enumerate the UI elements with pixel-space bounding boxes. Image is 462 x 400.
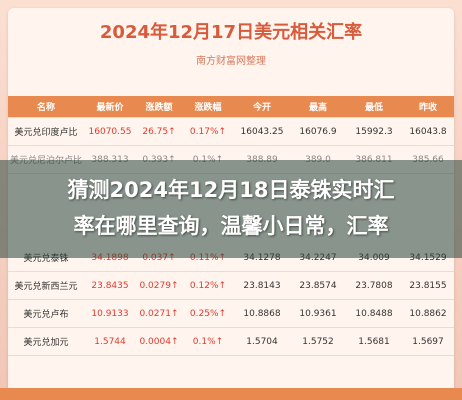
table-cell: 388.89 [234,155,290,165]
table-cell: 15992.3 [355,126,393,137]
table-cell: 美元兑泰铢 [23,254,69,264]
headline-banner[interactable]: 猜测2024年12月18日泰铢实时汇 率在哪里查询，温馨小日常，汇率 [0,160,462,258]
headline-line-1: 猜测2024年12月18日泰铢实时汇 [67,178,395,202]
table-header: 名称 最新价 涨跌额 涨跌幅 今开 最高 最低 昨收 [8,96,454,118]
table-cell: 16043.25 [240,126,284,137]
bottom-bar [0,388,462,400]
page-subtitle: 南方财富网整理 [196,56,266,67]
table-cell: 1.5744 [94,336,126,347]
table-cell: 0.25%↑ [189,308,227,319]
table-cell: 1.5752 [302,336,334,347]
table-cell: 0.0004↑ [139,336,179,347]
table-cell: 0.393↑ [136,155,182,165]
table-cell: 0.17%↑ [189,126,227,137]
table-row: 美元兑新西兰元 23.8435 0.0279↑ 0.12%↑ 23.8143 2… [8,272,454,300]
table-cell: 385.66 [402,155,454,165]
table-cell: 美元兑新西兰元 [14,282,78,292]
header-cell: 最新价 [96,103,124,113]
table-cell: 1.5704 [246,336,278,347]
table-cell: 10.8488 [355,308,393,319]
table-cell: 389.0 [290,155,346,165]
table-cell: 10.9361 [299,308,337,319]
table-cell: 16043.8 [409,126,447,137]
table-cell: 1.5697 [412,336,444,347]
header-cell: 最高 [308,103,327,113]
table-cell: 23.8574 [299,280,337,291]
table-cell: 0.12%↑ [189,280,227,291]
table-cell: 10.8868 [243,308,281,319]
table-cell: 16076.9 [299,126,337,137]
headline-line-2: 率在哪里查询，温馨小日常，汇率 [73,214,389,238]
table-cell: 23.8143 [243,280,281,291]
table-cell: 16070.55 [88,126,132,137]
header-cell: 名称 [36,103,55,113]
header-cell: 涨跌幅 [194,103,222,113]
table-cell: 388.313 [84,155,136,165]
table-cell: 0.0279↑ [139,280,179,291]
header-cell: 涨跌额 [145,103,173,113]
table-cell: 23.8155 [409,280,447,291]
table-cell: 0.1%↑ [192,336,224,347]
header-cell: 昨收 [418,103,437,113]
table-cell: 386.811 [346,155,402,165]
table-row: 美元兑加元 1.5744 0.0004↑ 0.1%↑ 1.5704 1.5752… [8,328,454,356]
table-cell: 美元兑卢布 [23,310,69,320]
table-cell: 26.75↑ [142,126,176,137]
table-cell: 1.5681 [358,336,390,347]
table-cell: 0.0271↑ [139,308,179,319]
table-cell: 23.7808 [355,280,393,291]
header-cell: 今开 [252,103,271,113]
table-cell: 10.8862 [409,308,447,319]
page-title: 2024年12月17日美元相关汇率 [99,22,363,43]
table-cell: 美元兑印度卢比 [14,128,78,138]
table-cell: 美元兑加元 [23,338,69,348]
header-cell: 最低 [364,103,383,113]
table-cell: 10.9133 [91,308,129,319]
table-row: 美元兑印度卢比 16070.55 26.75↑ 0.17%↑ 16043.25 … [8,118,454,146]
table-row: 美元兑卢布 10.9133 0.0271↑ 0.25%↑ 10.8868 10.… [8,300,454,328]
table-cell: 23.8435 [91,280,129,291]
table-cell: 0.1%↑ [182,155,234,165]
rate-table: 名称 最新价 涨跌额 涨跌幅 今开 最高 最低 昨收 美元兑印度卢比 16070… [8,96,454,356]
